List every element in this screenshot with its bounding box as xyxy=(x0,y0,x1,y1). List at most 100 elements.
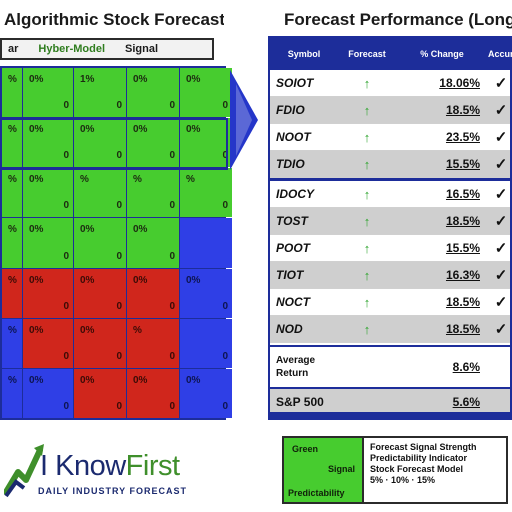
checkmark-icon: ✓ xyxy=(494,213,508,230)
benchmark-value: 5.6% xyxy=(452,395,480,409)
table-row[interactable]: NOD ↑ 18.5% ✓ xyxy=(270,316,510,343)
heatmap-cell-secondary-value: 0 xyxy=(222,300,228,312)
heatmap-cell: 0% 0 xyxy=(180,368,232,418)
heatmap-header-label-1: ar xyxy=(8,43,19,55)
stock-symbol: TDIO xyxy=(276,157,305,171)
heatmap-cell-primary-value: % xyxy=(80,174,89,186)
performance-table-header: Symbol Forecast % Change Accuracy xyxy=(270,38,512,70)
heatmap-cell-secondary-value: 0 xyxy=(116,150,122,162)
heatmap-cell-primary-value: 0% xyxy=(80,374,95,386)
checkmark-icon: ✓ xyxy=(494,321,508,338)
row-group-separator xyxy=(270,178,510,181)
heatmap-cell: % xyxy=(2,218,22,268)
heatmap-cell-primary-value: 0% xyxy=(29,174,44,186)
heatmap-cell-primary-value: % xyxy=(8,174,17,186)
heatmap-header-label-2: Hyber-Model xyxy=(38,43,106,55)
heatmap-cell-secondary-value: 0 xyxy=(116,200,122,212)
heatmap-cell-secondary-value: 0 xyxy=(169,350,175,362)
brand-name-main: I Know xyxy=(40,450,126,482)
stock-symbol: IDOCY xyxy=(276,187,315,201)
column-header-change: % Change xyxy=(420,49,464,59)
percent-change: 18.5% xyxy=(445,322,480,336)
heatmap-cell-primary-value: 0% xyxy=(29,374,44,386)
heatmap-cell: % xyxy=(2,68,22,118)
heatmap-cell-secondary-value: 0 xyxy=(169,100,175,112)
heatmap-cell: % 0 xyxy=(127,168,179,218)
benchmark-label: S&P 500 xyxy=(276,395,324,409)
heatmap-cell: 0% 0 xyxy=(127,68,179,118)
heatmap-cell-secondary-value: 0 xyxy=(116,100,122,112)
heatmap-cell: 0% 0 xyxy=(74,368,126,418)
stock-symbol: TIOT xyxy=(276,268,304,282)
heatmap-cell-primary-value: 0% xyxy=(29,274,44,286)
percent-change: 18.5% xyxy=(445,103,480,117)
legend-swatch-label-3: Predictability xyxy=(288,488,345,498)
legend-line: Predictability Indicator xyxy=(370,453,468,463)
heatmap-cell: 0% 0 xyxy=(180,118,232,168)
average-return-value: 8.6% xyxy=(452,360,480,374)
benchmark-row: S&P 500 5.6% xyxy=(270,389,510,415)
heatmap-header-label-3: Signal xyxy=(125,43,159,55)
checkmark-icon: ✓ xyxy=(494,156,508,173)
heatmap-cell: % xyxy=(2,268,22,318)
left-chart-title: Algorithmic Stock Forecast xyxy=(4,10,224,29)
heatmap-cell: 0% 0 xyxy=(23,168,73,218)
heatmap-cell: 0% 0 xyxy=(127,268,179,318)
checkmark-icon: ✓ xyxy=(494,294,508,311)
heatmap-cell-primary-value: 0% xyxy=(80,124,95,136)
legend-text: Forecast Signal Strength Predictability … xyxy=(364,438,506,502)
column-header-forecast: Forecast xyxy=(348,49,386,59)
checkmark-icon: ✓ xyxy=(494,75,508,92)
heatmap-cell: 0% 0 xyxy=(74,268,126,318)
up-arrow-icon: ↑ xyxy=(363,75,371,91)
table-row[interactable]: NOOT ↑ 23.5% ✓ xyxy=(270,124,510,151)
average-return-label: Average Return xyxy=(276,355,316,379)
checkmark-icon: ✓ xyxy=(494,102,508,119)
heatmap-cell-primary-value: 0% xyxy=(133,74,148,85)
heatmap-cell-primary-value: % xyxy=(8,74,17,85)
heatmap-cell-primary-value: % xyxy=(8,124,17,136)
heatmap-cell-secondary-value: 0 xyxy=(63,400,69,412)
table-row[interactable]: IDOCY ↑ 16.5% ✓ xyxy=(270,181,510,208)
heatmap-cell: % 0 xyxy=(74,168,126,218)
stock-symbol: SOIOT xyxy=(276,76,314,90)
checkmark-icon: ✓ xyxy=(494,186,508,203)
legend-line: 5% · 10% · 15% xyxy=(370,475,436,485)
heatmap-cell-secondary-value: 0 xyxy=(116,400,122,412)
heatmap-cell-secondary-value: 0 xyxy=(222,100,228,112)
heatmap-cell-primary-value: 0% xyxy=(29,74,44,85)
percent-change: 23.5% xyxy=(445,130,480,144)
table-row[interactable]: TOST ↑ 18.5% ✓ xyxy=(270,208,510,235)
brand-logo[interactable]: I KnowFirst DAILY INDUSTRY FORECAST xyxy=(0,438,230,508)
stock-symbol: POOT xyxy=(276,241,311,255)
table-row[interactable]: POOT ↑ 15.5% ✓ xyxy=(270,235,510,262)
brand-name: I KnowFirst xyxy=(40,450,180,483)
column-header-symbol: Symbol xyxy=(287,49,321,59)
percent-change: 16.5% xyxy=(445,187,480,201)
heatmap-cell-secondary-value: 0 xyxy=(63,300,69,312)
stock-symbol: NOCT xyxy=(276,295,310,309)
table-row[interactable]: NOCT ↑ 18.5% ✓ xyxy=(270,289,510,316)
brand-name-accent: First xyxy=(125,450,180,482)
checkmark-icon: ✓ xyxy=(494,240,508,257)
heatmap-cell: % xyxy=(2,168,22,218)
table-row[interactable]: TIOT ↑ 16.3% ✓ xyxy=(270,262,510,289)
table-row[interactable]: TDIO ↑ 15.5% ✓ xyxy=(270,151,510,178)
heatmap-cell: 0% 0 xyxy=(127,118,179,168)
table-row[interactable]: SOIOT ↑ 18.06% ✓ xyxy=(270,70,510,97)
heatmap-cell-primary-value: 0% xyxy=(186,274,201,286)
heatmap-cell-primary-value: % xyxy=(8,374,17,386)
growth-arrow-icon xyxy=(4,444,44,498)
heatmap-cell-primary-value: % xyxy=(8,224,17,236)
percent-change: 18.06% xyxy=(439,76,480,90)
heatmap-cell-primary-value: 1% xyxy=(80,74,95,85)
percent-change: 15.5% xyxy=(445,157,480,171)
performance-table: Symbol Forecast % Change Accuracy SOIOT ↑… xyxy=(268,36,512,420)
heatmap-cell: % xyxy=(2,118,22,168)
legend-color-swatch: Green Signal Predictability xyxy=(284,438,364,502)
up-arrow-icon: ↑ xyxy=(363,102,371,118)
heatmap-cell-primary-value: 0% xyxy=(80,324,95,336)
heatmap-cell-primary-value: % xyxy=(133,174,142,186)
stock-symbol: NOOT xyxy=(276,130,311,144)
table-row[interactable]: FDIO ↑ 18.5% ✓ xyxy=(270,97,510,124)
